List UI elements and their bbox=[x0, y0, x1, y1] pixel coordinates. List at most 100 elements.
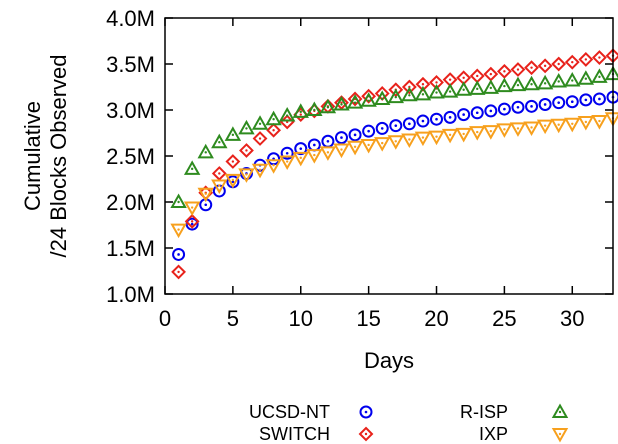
marker-dot bbox=[530, 66, 533, 69]
marker-dot bbox=[204, 203, 208, 207]
marker-dot bbox=[584, 77, 588, 80]
marker-dot bbox=[503, 84, 506, 88]
marker-dot bbox=[367, 143, 370, 147]
marker-dot bbox=[598, 97, 601, 101]
data-point bbox=[441, 128, 459, 144]
marker-dot bbox=[272, 164, 275, 167]
marker-dot bbox=[299, 156, 302, 160]
marker-ring bbox=[389, 119, 403, 133]
marker-dot bbox=[394, 95, 397, 99]
marker-ring bbox=[457, 108, 471, 122]
marker-shape bbox=[469, 80, 486, 95]
marker-shape bbox=[265, 159, 282, 174]
marker-shape bbox=[469, 126, 486, 141]
legend-label: IXP bbox=[479, 424, 508, 444]
marker-dot bbox=[285, 151, 289, 155]
data-point bbox=[564, 54, 580, 70]
marker-shape bbox=[441, 83, 459, 98]
data-point bbox=[360, 138, 377, 154]
marker-dot bbox=[558, 410, 562, 414]
marker-dot bbox=[462, 113, 465, 116]
marker-ring bbox=[497, 102, 511, 116]
data-point bbox=[333, 95, 350, 111]
marker-dot bbox=[245, 127, 248, 130]
marker-dot bbox=[516, 68, 520, 71]
marker-ring bbox=[430, 112, 444, 126]
legend-label: R-ISP bbox=[460, 402, 508, 422]
marker-dot bbox=[462, 132, 465, 136]
marker-ring bbox=[348, 128, 362, 142]
data-point bbox=[211, 166, 227, 181]
marker-shape bbox=[251, 115, 269, 130]
data-point bbox=[334, 131, 348, 145]
series-ixp bbox=[170, 112, 618, 239]
marker-shape bbox=[482, 125, 500, 140]
marker-shape bbox=[550, 72, 567, 88]
data-point bbox=[482, 79, 500, 94]
data-point bbox=[524, 60, 539, 76]
marker-dot bbox=[489, 86, 493, 90]
marker-ring bbox=[294, 142, 308, 156]
x-tick-label: 5 bbox=[227, 306, 239, 331]
marker-shape bbox=[360, 138, 377, 154]
data-point bbox=[538, 97, 552, 111]
data-point bbox=[510, 62, 526, 77]
data-point bbox=[551, 56, 567, 72]
marker-dot bbox=[503, 70, 506, 73]
marker-shape bbox=[306, 149, 323, 164]
marker-shape bbox=[238, 168, 255, 183]
data-point bbox=[430, 112, 444, 126]
marker-shape bbox=[170, 223, 187, 239]
data-point bbox=[441, 83, 459, 98]
marker-shape bbox=[266, 122, 282, 138]
data-point bbox=[536, 74, 554, 90]
marker-ring bbox=[359, 405, 373, 419]
data-point bbox=[266, 122, 282, 138]
marker-dot bbox=[530, 83, 533, 86]
marker-dot bbox=[530, 105, 533, 108]
marker-dot bbox=[340, 136, 343, 139]
marker-dot bbox=[543, 82, 547, 85]
marker-shape bbox=[414, 85, 432, 101]
data-point bbox=[550, 72, 567, 88]
marker-dot bbox=[584, 120, 588, 124]
data-point bbox=[306, 149, 323, 164]
marker-dot bbox=[530, 126, 533, 129]
y-tick-label: 2.0M bbox=[106, 190, 155, 215]
marker-ring bbox=[579, 93, 593, 107]
data-point bbox=[346, 140, 364, 156]
data-point bbox=[387, 135, 405, 150]
marker-shape bbox=[197, 187, 214, 203]
data-point bbox=[496, 63, 512, 79]
marker-dot bbox=[190, 206, 194, 209]
marker-shape bbox=[428, 130, 445, 146]
data-point bbox=[592, 92, 606, 106]
marker-shape bbox=[401, 133, 418, 148]
marker-dot bbox=[598, 56, 601, 59]
marker-dot bbox=[353, 133, 357, 137]
marker-dot bbox=[177, 200, 180, 204]
data-point bbox=[362, 124, 376, 138]
y-tick-label: 3.0M bbox=[106, 98, 155, 123]
data-point bbox=[265, 110, 282, 126]
data-point bbox=[579, 93, 593, 107]
marker-shape bbox=[225, 154, 241, 169]
marker-ring bbox=[402, 117, 416, 131]
data-point bbox=[414, 131, 432, 147]
data-point bbox=[183, 201, 201, 217]
marker-dot bbox=[245, 149, 248, 152]
data-point bbox=[170, 223, 187, 239]
series-r-isp bbox=[170, 65, 618, 208]
marker-dot bbox=[435, 117, 438, 121]
marker-dot bbox=[503, 107, 506, 111]
marker-dot bbox=[448, 116, 452, 119]
marker-dot bbox=[326, 139, 330, 143]
data-point bbox=[525, 99, 539, 113]
marker-shape bbox=[577, 70, 595, 85]
marker-dot bbox=[353, 145, 357, 148]
data-point bbox=[509, 122, 527, 137]
marker-dot bbox=[340, 101, 343, 104]
data-point bbox=[577, 115, 595, 131]
marker-shape bbox=[373, 90, 391, 105]
